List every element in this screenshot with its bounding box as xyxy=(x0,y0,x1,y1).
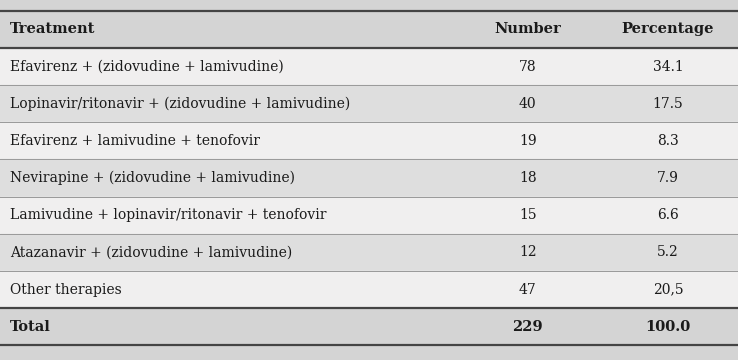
Text: 40: 40 xyxy=(519,97,537,111)
Bar xyxy=(0,234,738,271)
Text: 6.6: 6.6 xyxy=(657,208,679,222)
Text: Nevirapine + (zidovudine + lamivudine): Nevirapine + (zidovudine + lamivudine) xyxy=(10,171,294,185)
Bar xyxy=(0,85,738,122)
Text: Treatment: Treatment xyxy=(10,22,95,36)
Text: Number: Number xyxy=(494,22,561,36)
Text: 15: 15 xyxy=(519,208,537,222)
Bar xyxy=(0,197,738,234)
Text: 17.5: 17.5 xyxy=(652,97,683,111)
Text: 7.9: 7.9 xyxy=(657,171,679,185)
Bar xyxy=(0,48,738,85)
Text: 100.0: 100.0 xyxy=(645,320,691,334)
Text: Lamivudine + lopinavir/ritonavir + tenofovir: Lamivudine + lopinavir/ritonavir + tenof… xyxy=(10,208,326,222)
Text: 19: 19 xyxy=(519,134,537,148)
Text: 8.3: 8.3 xyxy=(657,134,679,148)
Text: 34.1: 34.1 xyxy=(652,59,683,73)
Text: Total: Total xyxy=(10,320,50,334)
Text: 12: 12 xyxy=(519,246,537,259)
Text: Efavirenz + lamivudine + tenofovir: Efavirenz + lamivudine + tenofovir xyxy=(10,134,260,148)
Text: 5.2: 5.2 xyxy=(657,246,679,259)
Text: 47: 47 xyxy=(519,283,537,297)
Text: Other therapies: Other therapies xyxy=(10,283,121,297)
Bar xyxy=(0,308,738,345)
Text: 229: 229 xyxy=(512,320,543,334)
Text: 78: 78 xyxy=(519,59,537,73)
Bar xyxy=(0,11,738,48)
Text: Atazanavir + (zidovudine + lamivudine): Atazanavir + (zidovudine + lamivudine) xyxy=(10,246,292,259)
Text: 20,5: 20,5 xyxy=(652,283,683,297)
Text: 18: 18 xyxy=(519,171,537,185)
Text: Lopinavir/ritonavir + (zidovudine + lamivudine): Lopinavir/ritonavir + (zidovudine + lami… xyxy=(10,96,350,111)
Text: Percentage: Percentage xyxy=(621,22,714,36)
Bar xyxy=(0,122,738,159)
Text: Efavirenz + (zidovudine + lamivudine): Efavirenz + (zidovudine + lamivudine) xyxy=(10,59,283,73)
Bar xyxy=(0,159,738,197)
Bar xyxy=(0,271,738,308)
